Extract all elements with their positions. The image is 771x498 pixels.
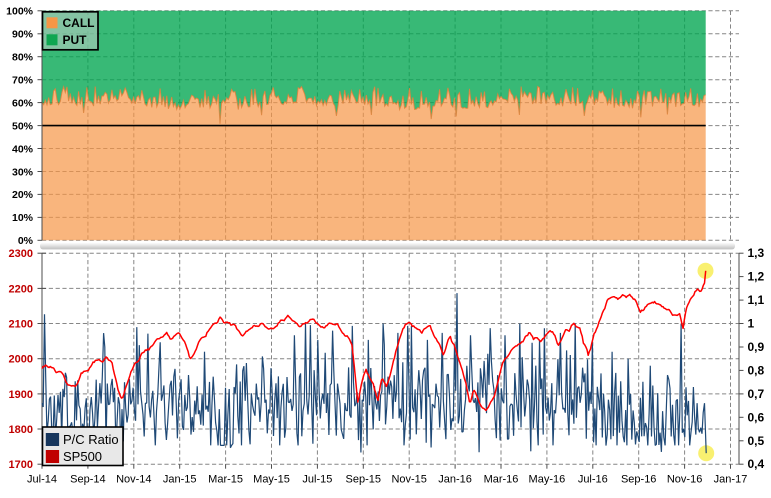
svg-text:0%: 0%	[18, 235, 34, 247]
svg-text:Mar-15: Mar-15	[208, 474, 243, 486]
svg-text:0,8: 0,8	[748, 363, 765, 377]
svg-text:40%: 40%	[12, 143, 34, 155]
svg-text:70%: 70%	[12, 75, 34, 87]
svg-text:1900: 1900	[9, 389, 33, 401]
svg-text:Nov-15: Nov-15	[391, 474, 426, 486]
svg-text:20%: 20%	[12, 189, 34, 201]
svg-text:80%: 80%	[12, 52, 34, 64]
svg-text:1,3: 1,3	[748, 246, 765, 260]
svg-text:Mar-16: Mar-16	[484, 474, 519, 486]
svg-text:Sep-16: Sep-16	[621, 474, 656, 486]
svg-text:1700: 1700	[9, 459, 33, 471]
svg-text:1: 1	[748, 317, 755, 331]
svg-text:10%: 10%	[12, 212, 34, 224]
svg-text:Jul-14: Jul-14	[27, 474, 57, 486]
svg-text:2100: 2100	[9, 319, 33, 331]
svg-text:50%: 50%	[12, 120, 34, 132]
svg-text:0,7: 0,7	[748, 387, 765, 401]
svg-text:1800: 1800	[9, 424, 33, 436]
svg-text:2200: 2200	[9, 283, 33, 295]
svg-text:1,1: 1,1	[748, 293, 765, 307]
svg-text:60%: 60%	[12, 97, 34, 109]
svg-text:CALL: CALL	[63, 16, 95, 30]
svg-text:100%: 100%	[6, 6, 34, 18]
svg-text:2300: 2300	[9, 248, 33, 260]
svg-text:Jan-16: Jan-16	[438, 474, 472, 486]
svg-text:0,4: 0,4	[748, 457, 765, 471]
svg-text:Nov-14: Nov-14	[116, 474, 151, 486]
svg-text:May-16: May-16	[529, 474, 566, 486]
svg-text:0,9: 0,9	[748, 340, 765, 354]
svg-text:Jan-17: Jan-17	[714, 474, 748, 486]
svg-text:Nov-16: Nov-16	[667, 474, 702, 486]
svg-text:Jul-16: Jul-16	[578, 474, 608, 486]
svg-text:Jul-15: Jul-15	[302, 474, 332, 486]
svg-text:1,2: 1,2	[748, 270, 765, 284]
svg-text:Sep-15: Sep-15	[346, 474, 381, 486]
svg-text:P/C Ratio: P/C Ratio	[63, 432, 119, 447]
svg-text:May-15: May-15	[253, 474, 290, 486]
svg-text:PUT: PUT	[63, 33, 88, 47]
svg-text:SP500: SP500	[63, 449, 102, 464]
svg-text:0,6: 0,6	[748, 410, 765, 424]
svg-text:0,5: 0,5	[748, 434, 765, 448]
svg-text:30%: 30%	[12, 166, 34, 178]
svg-text:Jan-15: Jan-15	[163, 474, 197, 486]
svg-text:Sep-14: Sep-14	[70, 474, 105, 486]
svg-text:2000: 2000	[9, 354, 33, 366]
svg-text:90%: 90%	[12, 29, 34, 41]
